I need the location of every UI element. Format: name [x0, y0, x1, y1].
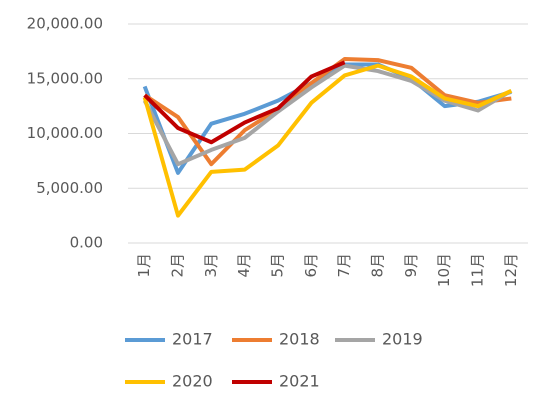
- legend-label: 2019: [382, 330, 423, 349]
- x-tick-label: 11月: [469, 253, 487, 287]
- x-tick-label: 2月: [169, 253, 187, 278]
- y-tick-label: 10,000.00: [27, 124, 103, 142]
- legend-label: 2021: [279, 372, 320, 391]
- x-tick-label: 9月: [402, 253, 420, 278]
- series-line: [142, 63, 513, 218]
- x-tick-label: 12月: [502, 253, 520, 287]
- legend-label: 2020: [172, 372, 213, 391]
- series-line: [142, 62, 512, 175]
- legend-label: 2018: [279, 330, 320, 349]
- x-tick-label: 10月: [435, 253, 453, 287]
- x-tick-label: 8月: [369, 253, 387, 278]
- x-tick-label: 5月: [269, 253, 287, 278]
- y-tick-label: 0.00: [70, 234, 103, 252]
- x-tick-label: 7月: [335, 253, 353, 278]
- x-tick-label: 4月: [235, 253, 253, 278]
- legend-label: 2017: [172, 330, 213, 349]
- series-line: [143, 60, 346, 145]
- x-tick-label: 3月: [202, 253, 220, 278]
- x-tick-label: 1月: [135, 253, 153, 278]
- y-tick-label: 5,000.00: [36, 179, 103, 197]
- series-line: [142, 63, 513, 167]
- x-tick-label: 6月: [302, 253, 320, 278]
- y-tick-label: 20,000.00: [27, 15, 103, 33]
- y-tick-label: 15,000.00: [27, 69, 103, 87]
